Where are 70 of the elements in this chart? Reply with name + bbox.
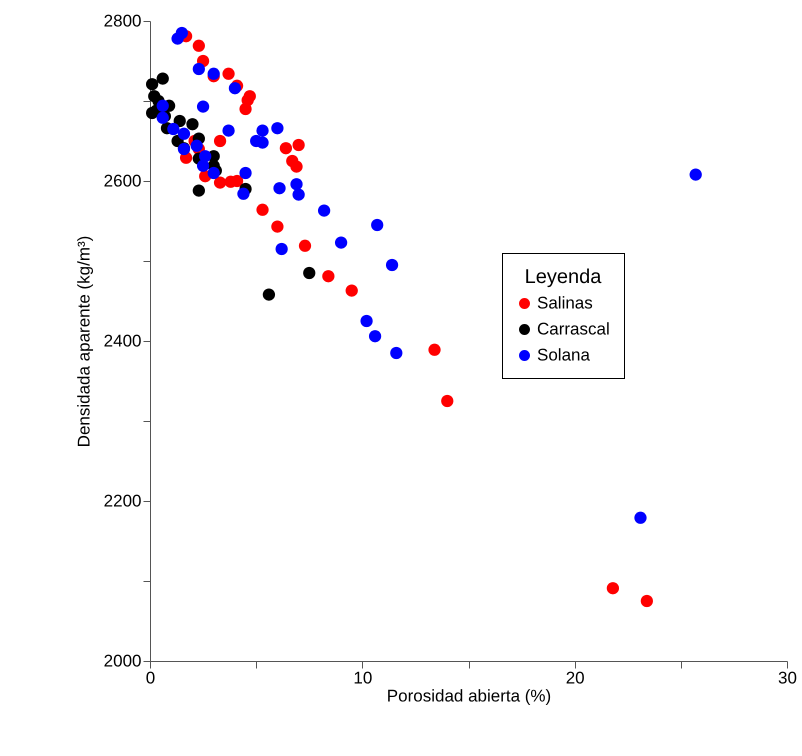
point bbox=[371, 218, 384, 232]
point bbox=[156, 72, 169, 85]
point bbox=[244, 90, 256, 102]
point bbox=[273, 182, 286, 194]
point bbox=[346, 284, 358, 297]
point bbox=[262, 288, 276, 301]
point bbox=[228, 82, 242, 94]
point bbox=[156, 100, 169, 112]
x-tick-label: 30 bbox=[778, 668, 797, 688]
point bbox=[146, 78, 158, 90]
point bbox=[256, 124, 269, 137]
point bbox=[190, 140, 203, 152]
x-tick-label: 0 bbox=[146, 668, 156, 688]
point bbox=[298, 240, 312, 252]
point bbox=[208, 166, 220, 180]
point bbox=[214, 134, 226, 148]
point bbox=[322, 270, 334, 282]
point bbox=[214, 176, 226, 189]
point bbox=[174, 114, 186, 128]
x-axis-title: Porosidad abierta (%) bbox=[386, 686, 552, 706]
point bbox=[292, 188, 305, 201]
point bbox=[208, 68, 220, 80]
point bbox=[222, 124, 235, 137]
y-tick-label: 2800 bbox=[104, 12, 142, 30]
point bbox=[256, 204, 269, 216]
x-tick-label: 10 bbox=[353, 668, 372, 688]
point bbox=[276, 242, 288, 256]
point bbox=[239, 166, 252, 180]
point bbox=[386, 258, 398, 272]
y-tick-label: 2200 bbox=[104, 492, 142, 510]
point bbox=[196, 100, 210, 113]
y-tick-label: 2600 bbox=[104, 172, 142, 190]
point bbox=[192, 40, 205, 52]
point bbox=[280, 142, 292, 154]
point bbox=[290, 178, 303, 190]
y-axis-title: Densidada aparente (kg/m³) bbox=[74, 236, 94, 448]
point bbox=[428, 344, 441, 356]
y-tick-label: 2000 bbox=[104, 652, 142, 670]
legend-label: Carrascal bbox=[537, 320, 610, 338]
point bbox=[237, 188, 250, 200]
point bbox=[271, 220, 284, 233]
point bbox=[171, 32, 184, 45]
point bbox=[634, 512, 647, 524]
point bbox=[192, 184, 205, 197]
point bbox=[640, 594, 653, 608]
point bbox=[146, 106, 158, 120]
point bbox=[318, 204, 330, 217]
legend-label: Solana bbox=[537, 346, 590, 364]
point bbox=[290, 160, 303, 173]
point bbox=[690, 168, 702, 181]
point bbox=[334, 236, 348, 249]
point bbox=[196, 160, 210, 172]
point bbox=[441, 394, 454, 408]
legend-label: Salinas bbox=[537, 294, 593, 312]
point bbox=[167, 122, 180, 136]
y-tick-label: 2400 bbox=[104, 332, 142, 350]
point bbox=[368, 330, 382, 342]
x-tick-label: 20 bbox=[566, 668, 585, 688]
point bbox=[360, 314, 373, 328]
legend-title: Leyenda bbox=[524, 266, 602, 288]
point bbox=[192, 62, 205, 76]
point bbox=[186, 118, 199, 130]
point bbox=[222, 68, 235, 80]
point bbox=[292, 138, 305, 152]
point bbox=[239, 102, 252, 116]
point bbox=[606, 582, 620, 594]
point bbox=[271, 122, 284, 134]
point bbox=[178, 128, 190, 140]
point bbox=[303, 266, 316, 280]
point bbox=[390, 346, 402, 360]
